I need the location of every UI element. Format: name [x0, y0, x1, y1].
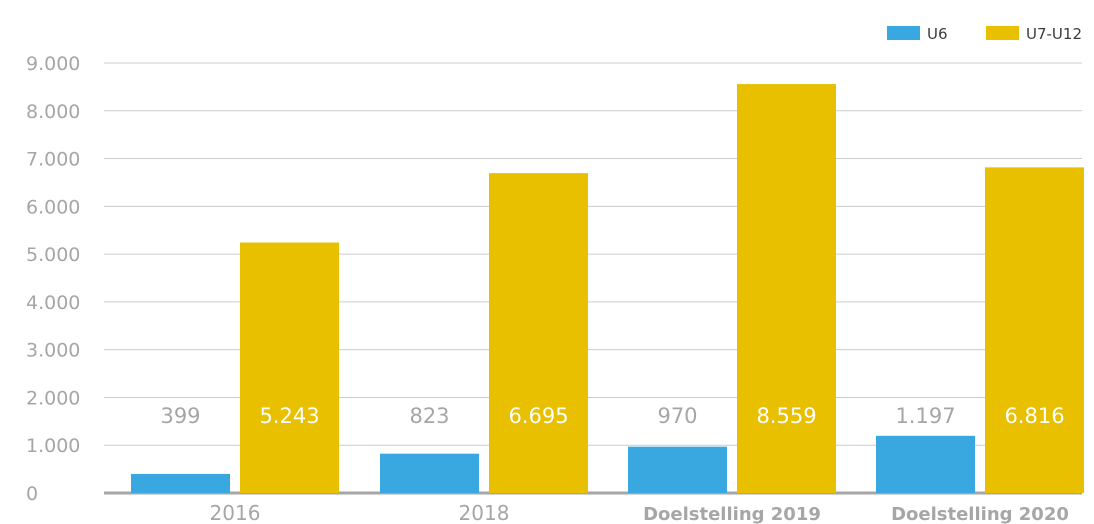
- y-tick-label: 4.000: [26, 292, 80, 314]
- data-label: 8.559: [756, 404, 816, 428]
- y-tick-label: 0: [26, 483, 38, 505]
- y-tick-label: 2.000: [26, 387, 80, 409]
- legend-label: U6: [927, 25, 948, 43]
- x-tick-label: Doelstelling 2019: [643, 504, 821, 524]
- data-label: 399: [160, 404, 200, 428]
- data-label: 970: [657, 404, 697, 428]
- y-tick-label: 9.000: [26, 53, 80, 75]
- y-tick-label: 1.000: [26, 435, 80, 457]
- y-tick-label: 5.000: [26, 244, 80, 266]
- bar-u7-u12: [737, 84, 836, 493]
- x-tick-label: 2016: [210, 501, 261, 524]
- bar-u6: [131, 473, 230, 493]
- y-axis-ticks: 0 1.000 2.000 3.000 4.000 5.000 6.000 7.000 8.00…: [26, 53, 80, 505]
- x-tick-label: 2018: [459, 501, 510, 524]
- data-label: 823: [409, 404, 449, 428]
- legend: U6 U7-U12: [887, 25, 1082, 43]
- legend-label: U7-U12: [1026, 25, 1082, 43]
- y-tick-label: 3.000: [26, 340, 80, 362]
- y-tick-label: 6.000: [26, 196, 80, 218]
- legend-swatch: [986, 26, 1019, 40]
- data-labels: 399 5.243 823 6.695 970 8.559 1.197 6.816: [160, 404, 1064, 428]
- bars: [131, 84, 1084, 493]
- x-axis-ticks: 2016 2018 Doelstelling 2019 Doelstelling 20…: [210, 501, 1069, 524]
- data-label: 6.816: [1004, 404, 1064, 428]
- data-label: 5.243: [259, 404, 319, 428]
- bar-u6: [380, 453, 479, 493]
- bar-u7-u12: [489, 173, 588, 493]
- data-label: 6.695: [508, 404, 568, 428]
- bar-u7-u12: [240, 242, 339, 493]
- data-label: 1.197: [895, 404, 955, 428]
- x-tick-label: Doelstelling 2020: [891, 504, 1069, 524]
- y-tick-label: 8.000: [26, 101, 80, 123]
- bar-u7-u12: [985, 167, 1084, 493]
- legend-swatch: [887, 26, 920, 40]
- bar-u6: [628, 446, 727, 493]
- bar-u6: [876, 435, 975, 493]
- y-tick-label: 7.000: [26, 149, 80, 171]
